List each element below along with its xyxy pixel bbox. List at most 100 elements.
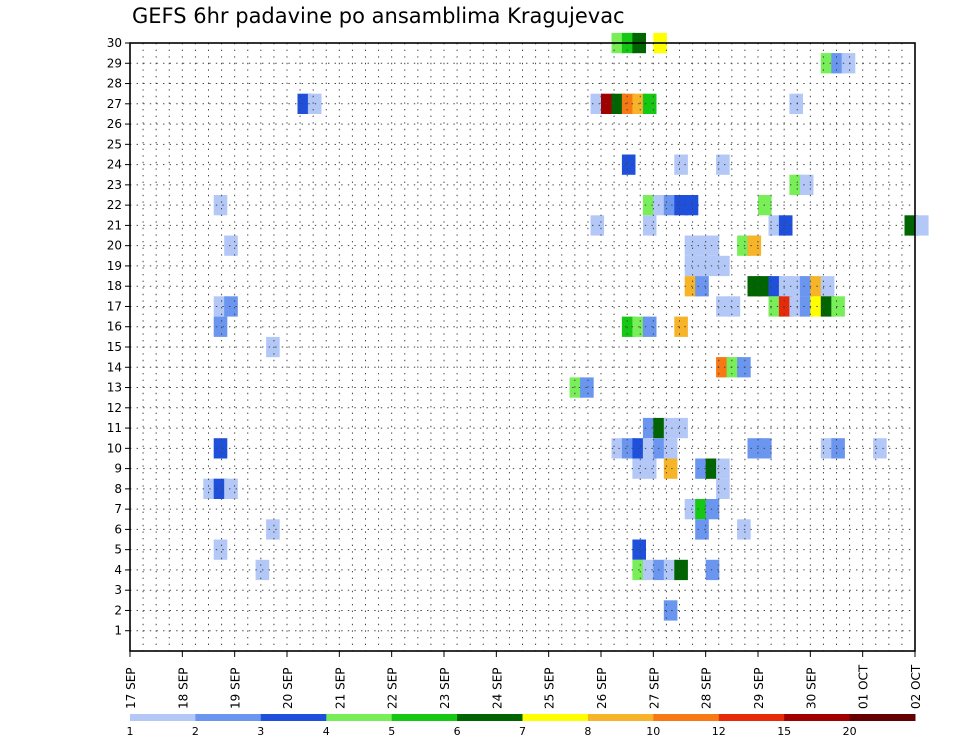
x-tick-label: 28 SEP (700, 667, 714, 709)
y-tick-label: 10 (107, 441, 122, 455)
heat-cell (716, 357, 730, 378)
y-tick-label: 7 (114, 502, 122, 516)
heat-cell (663, 438, 678, 459)
heat-cell (705, 559, 720, 581)
y-tick-label: 28 (107, 77, 122, 91)
heat-cell (789, 296, 803, 317)
y-tick-label: 9 (114, 462, 122, 476)
y-tick-label: 3 (114, 583, 122, 597)
heat-cell (663, 600, 678, 621)
colorbar-swatch (653, 714, 720, 721)
heat-cell (695, 458, 709, 479)
heat-cell (266, 336, 280, 358)
x-tick-label: 19 SEP (229, 667, 243, 709)
heat-cell (621, 438, 636, 459)
y-tick-label: 20 (107, 239, 122, 253)
colorbar-swatch (326, 714, 393, 721)
colorbar-label: 3 (257, 725, 264, 738)
heat-cell (653, 438, 667, 459)
y-tick-label: 30 (107, 36, 122, 50)
heat-cell (663, 458, 678, 479)
heat-cell (642, 458, 657, 479)
x-tick-label: 25 SEP (543, 667, 557, 709)
colorbar: 1 2 3 4 5 6 7 8 10 12 15 20 (127, 714, 916, 738)
x-tick-label: 17 SEP (124, 667, 138, 709)
heat-cell (820, 276, 835, 297)
colorbar-swatch (522, 714, 589, 721)
heat-cell (705, 458, 720, 479)
y-tick-label: 29 (107, 56, 122, 70)
heat-cell (266, 519, 280, 540)
colorbar-swatch (130, 714, 196, 721)
heat-cell (716, 478, 730, 499)
x-tick-label: 18 SEP (176, 667, 190, 709)
heat-cell (674, 195, 688, 216)
colorbar-label: 2 (192, 725, 199, 738)
heat-cell (611, 93, 626, 114)
x-tick-label: 02 OCT (909, 664, 923, 709)
heat-cell (297, 93, 312, 114)
y-tick-label: 11 (107, 421, 122, 435)
x-tick-label: 21 SEP (333, 667, 347, 709)
heat-cell (726, 296, 741, 317)
heat-cell (695, 235, 709, 256)
heat-cell (621, 154, 636, 175)
colorbar-label: 8 (584, 725, 591, 738)
heat-cell (663, 559, 678, 581)
heat-cell (224, 478, 238, 499)
heat-cell (789, 93, 803, 114)
heat-cell (213, 296, 228, 317)
heat-cell (716, 255, 730, 277)
heat-cell (642, 195, 657, 216)
x-tick-label: 29 SEP (752, 667, 766, 709)
y-tick-label: 26 (107, 117, 122, 131)
heat-cell (873, 438, 887, 459)
heat-cell (915, 215, 929, 236)
heat-cell (820, 438, 835, 459)
heat-cell (716, 296, 730, 317)
x-tick-label: 20 SEP (281, 667, 295, 709)
heat-cell (705, 235, 720, 256)
colorbar-label: 4 (323, 725, 330, 738)
heat-cell (580, 377, 594, 398)
y-tick-label: 8 (114, 482, 122, 496)
heat-cell (716, 458, 730, 479)
heat-cell (674, 316, 688, 337)
x-tick-label: 22 SEP (386, 667, 400, 709)
heat-cell (213, 478, 228, 499)
colorbar-swatch (784, 714, 851, 721)
heat-cell (705, 499, 720, 520)
heat-cell (695, 519, 709, 540)
y-tick-label: 19 (107, 259, 122, 273)
colorbar-label: 20 (843, 725, 857, 738)
heat-cell (213, 539, 228, 560)
heat-cell (831, 438, 845, 459)
colorbar-swatch (260, 714, 327, 721)
heat-cell (213, 195, 228, 216)
heat-cell (768, 215, 783, 236)
heat-cell (663, 417, 678, 439)
y-tick-label: 1 (114, 624, 122, 638)
heat-cell (674, 417, 688, 439)
y-tick-label: 21 (107, 218, 122, 232)
heat-cell (695, 499, 709, 520)
x-tick-label: 27 SEP (647, 667, 661, 709)
grid-layer (129, 42, 916, 651)
heat-cell (601, 93, 615, 114)
x-axis: 17 SEP 18 SEP 19 SEP 20 SEP 21 SEP 22 SEP 23 S… (124, 651, 923, 709)
heat-cell (611, 438, 626, 459)
heat-cell (653, 417, 667, 439)
y-tick-label: 17 (107, 299, 122, 313)
y-tick-label: 14 (107, 360, 122, 374)
y-tick-label: 12 (107, 401, 122, 415)
heat-cell (674, 154, 688, 175)
colorbar-swatch (849, 714, 916, 721)
heat-cell (778, 296, 793, 317)
heat-cell (820, 296, 835, 317)
heat-cell (831, 296, 845, 317)
colorbar-swatch (195, 714, 262, 721)
heat-cell (674, 559, 688, 581)
x-tick-label: 24 SEP (490, 667, 504, 709)
cells-layer (203, 32, 929, 621)
heat-cell (716, 154, 730, 175)
